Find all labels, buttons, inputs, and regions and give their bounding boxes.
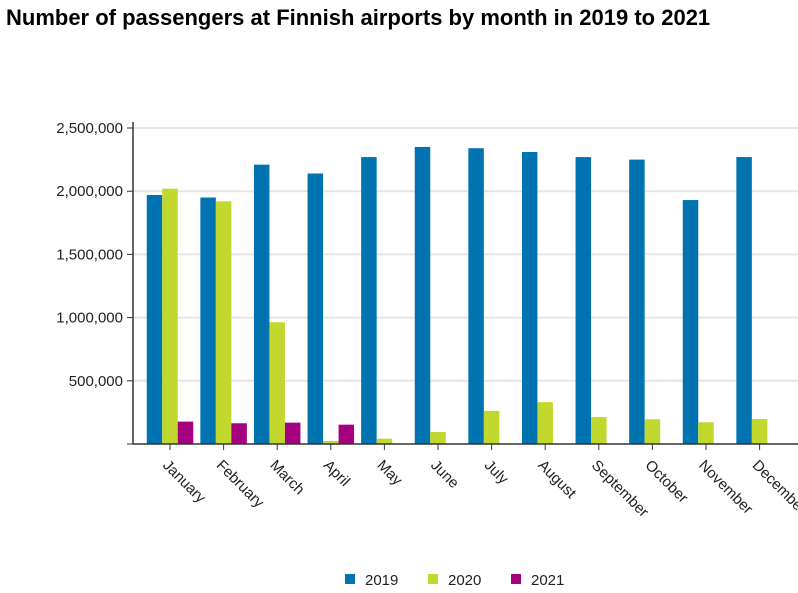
bar-2019-december [736,157,752,444]
bar-2020-july [483,410,500,444]
y-tick-label: 500,000 [69,373,123,390]
legend-swatch-2020 [428,574,438,584]
bar-2020-june [430,431,446,444]
x-tick-label: March [266,457,307,498]
bar-2020-december [751,418,768,444]
x-tick-label: May [374,457,406,489]
x-tick-label: October [642,457,692,507]
chart-title: Number of passengers at Finnish airports… [6,5,711,30]
y-tick-label: 1,000,000 [56,310,123,327]
bar-2019-january [146,194,163,444]
legend-label-2021: 2021 [531,572,564,589]
bar-2020-september [591,416,607,444]
bar-2019-october [629,159,645,444]
legend-swatch-2019 [345,574,355,584]
bar-2021-april [338,424,355,444]
bar-2019-april [307,173,324,444]
bar-2020-november [698,422,714,444]
bar-2020-january [162,188,178,444]
bar-2019-november [682,200,699,444]
bar-2019-august [521,152,538,445]
bar-2020-october [644,419,661,444]
bar-2021-january [177,421,194,444]
bar-2020-april [323,440,339,444]
bar-2019-june [414,146,431,444]
bar-2021-february [231,423,247,444]
x-tick-label: August [534,457,580,503]
bar-2020-february [215,201,232,444]
x-tick-label: December [749,457,798,518]
x-tick-label: January [159,457,209,507]
x-tick-label: June [427,457,462,492]
y-tick-label: 2,500,000 [56,120,123,137]
x-tick-label: April [320,457,353,490]
y-tick-label: 1,500,000 [56,246,123,263]
legend-label-2020: 2020 [448,572,481,589]
bar-2019-july [468,148,484,444]
bar-2019-may [361,157,377,444]
bar-2019-february [200,197,216,444]
y-tick-label: 2,000,000 [56,183,123,200]
x-tick-label: November [695,457,756,518]
x-tick-label: September [588,457,652,521]
bar-2019-march [253,164,270,444]
bar-2020-march [269,322,285,444]
bar-2020-may [376,438,393,444]
bar-2020-august [537,402,553,444]
legend-label-2019: 2019 [365,572,398,589]
legend-swatch-2021 [511,574,521,584]
x-tick-label: February [213,457,268,512]
bar-2021-march [284,422,301,444]
bar-2019-september [575,157,592,444]
x-tick-label: July [481,457,512,488]
